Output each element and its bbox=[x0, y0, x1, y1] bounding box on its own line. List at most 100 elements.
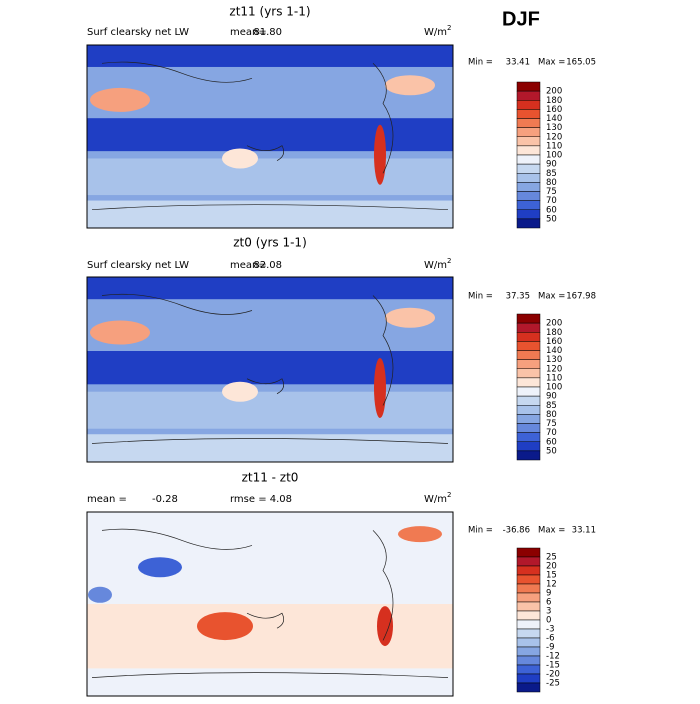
colorbar-swatch bbox=[516, 592, 541, 603]
units: W/m2 bbox=[424, 24, 451, 38]
units-base: W/m bbox=[424, 494, 447, 505]
colorbar-label: 160 bbox=[546, 105, 562, 115]
colorbar-label: 140 bbox=[546, 114, 562, 124]
map-warm bbox=[385, 75, 435, 96]
colorbar-swatch bbox=[516, 200, 541, 210]
colorbar-swatch bbox=[516, 118, 541, 128]
max-value: 33.11 bbox=[572, 526, 596, 536]
colorbar-swatch bbox=[516, 601, 541, 612]
colorbar-label: 200 bbox=[546, 319, 562, 329]
max-value: 167.98 bbox=[566, 292, 596, 302]
map-band bbox=[87, 604, 453, 669]
min-value: 33.41 bbox=[506, 58, 530, 68]
panel-title: zt0 (yrs 1-1) bbox=[233, 236, 307, 250]
colorbar-label: 140 bbox=[546, 346, 562, 356]
colorbar-label: 75 bbox=[546, 187, 557, 197]
colorbar-label: 120 bbox=[546, 132, 562, 142]
colorbar-label: 90 bbox=[546, 392, 557, 402]
map-band bbox=[87, 158, 453, 196]
colorbar-label: 6 bbox=[546, 598, 551, 608]
units: W/m2 bbox=[424, 491, 451, 505]
map-warm bbox=[374, 358, 386, 418]
colorbar-label: 85 bbox=[546, 401, 557, 411]
stat-label: mean= bbox=[230, 260, 267, 271]
map bbox=[86, 44, 454, 229]
colorbar-swatch bbox=[516, 628, 541, 639]
colorbar-label: 70 bbox=[546, 428, 557, 438]
stat-value: 82.08 bbox=[253, 260, 282, 271]
map-warm bbox=[377, 606, 393, 647]
colorbar-label: 80 bbox=[546, 410, 557, 420]
colorbar-label: -9 bbox=[546, 643, 554, 653]
colorbar-label: -6 bbox=[546, 634, 554, 644]
colorbar-label: 130 bbox=[546, 355, 562, 365]
colorbar-label: 200 bbox=[546, 87, 562, 97]
colorbar-swatch bbox=[516, 377, 541, 388]
colorbar-swatch bbox=[516, 565, 541, 576]
colorbar-label: 20 bbox=[546, 562, 557, 572]
stat-value: 4.08 bbox=[270, 494, 292, 505]
colorbar-label: -20 bbox=[546, 670, 560, 680]
colorbar-label: -25 bbox=[546, 679, 560, 689]
colorbar-swatch bbox=[516, 414, 541, 424]
map-warm bbox=[90, 87, 150, 112]
max-label: Max = bbox=[538, 526, 565, 536]
panel-left-label: Surf clearsky net LW bbox=[87, 260, 189, 271]
colorbar-label: 12 bbox=[546, 580, 557, 590]
stat-value: 81.80 bbox=[253, 27, 282, 38]
map bbox=[86, 276, 454, 463]
colorbar-label: 60 bbox=[546, 205, 557, 215]
colorbar-label: -3 bbox=[546, 625, 554, 635]
stat-label: mean= bbox=[230, 27, 267, 38]
map-band bbox=[87, 277, 453, 300]
colorbar-swatch bbox=[516, 664, 541, 675]
colorbar-label: 100 bbox=[546, 383, 562, 393]
units-sup: 2 bbox=[447, 24, 451, 32]
map-warm bbox=[90, 320, 150, 345]
colorbar-swatch bbox=[516, 395, 541, 406]
colorbar-swatch bbox=[516, 386, 541, 397]
colorbar-label: 80 bbox=[546, 178, 557, 188]
colorbar-swatch bbox=[516, 432, 541, 442]
colorbar-swatch bbox=[516, 100, 541, 110]
panel-title: zt11 (yrs 1-1) bbox=[229, 5, 310, 19]
min-value: -36.86 bbox=[503, 526, 530, 536]
colorbar-swatch bbox=[516, 332, 541, 342]
colorbar-swatch bbox=[516, 646, 541, 657]
max-value: 165.05 bbox=[566, 58, 596, 68]
panel-left-label: Surf clearsky net LW bbox=[87, 27, 189, 38]
colorbar-label: 3 bbox=[546, 607, 551, 617]
colorbar-swatch bbox=[516, 682, 541, 693]
colorbar-label: 110 bbox=[546, 373, 562, 383]
coastline bbox=[91, 61, 449, 211]
map-cool bbox=[138, 557, 182, 578]
colorbar-label: 70 bbox=[546, 196, 557, 206]
colorbar-swatch bbox=[516, 163, 541, 174]
colorbar-label: 160 bbox=[546, 337, 562, 347]
panel-title: zt11 - zt0 bbox=[242, 471, 299, 485]
colorbar-swatch bbox=[516, 145, 541, 156]
map-warm bbox=[197, 612, 253, 641]
colorbar-swatch bbox=[516, 574, 541, 585]
colorbar-swatch bbox=[516, 619, 541, 630]
map-band bbox=[87, 391, 453, 429]
map-warm bbox=[222, 148, 258, 169]
map bbox=[86, 511, 454, 697]
colorbar-label: 130 bbox=[546, 123, 562, 133]
colorbar-label: 0 bbox=[546, 616, 551, 626]
map-warm bbox=[374, 124, 386, 185]
units-sup: 2 bbox=[447, 257, 451, 265]
colorbar-label: 120 bbox=[546, 364, 562, 374]
colorbar-swatch bbox=[516, 209, 541, 220]
colorbar-swatch bbox=[516, 173, 541, 183]
map-band bbox=[87, 351, 453, 385]
colorbar-swatch bbox=[516, 109, 541, 119]
colorbar-swatch bbox=[516, 556, 541, 567]
map-band bbox=[87, 118, 453, 152]
colorbar-swatch bbox=[516, 610, 541, 621]
colorbar-swatch bbox=[516, 136, 541, 147]
colorbar-swatch bbox=[516, 313, 541, 324]
colorbar-label: 100 bbox=[546, 151, 562, 161]
map-warm bbox=[385, 307, 435, 328]
